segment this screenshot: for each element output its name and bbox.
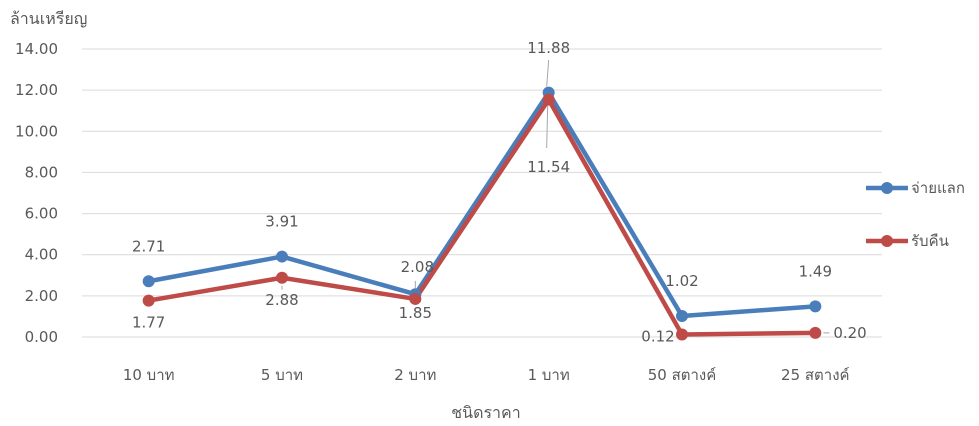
legend-label: จ่ายแลก bbox=[911, 179, 965, 197]
data-label: 2.71 bbox=[132, 237, 165, 255]
y-tick-label: 4.00 bbox=[25, 246, 58, 264]
x-tick-label: 10 บาท bbox=[123, 366, 175, 384]
y-tick-label: 8.00 bbox=[25, 163, 58, 181]
data-point bbox=[676, 310, 688, 323]
data-label: 2.08 bbox=[401, 258, 434, 276]
data-point bbox=[142, 275, 155, 288]
data-point bbox=[142, 294, 155, 307]
x-axis-tick-labels: 10 บาท 5 บาท 2 บาท 1 บาท 50 สตางค์ 25 สตางค์ bbox=[123, 366, 850, 384]
x-axis-title: ชนิดราคา bbox=[451, 403, 520, 422]
legend-swatch-marker bbox=[881, 182, 893, 194]
data-label: 1.02 bbox=[665, 272, 698, 290]
y-tick-label: 10.00 bbox=[15, 122, 58, 140]
legend-label: รับคืน bbox=[911, 232, 949, 250]
data-label: 11.88 bbox=[527, 39, 570, 57]
data-label: 1.77 bbox=[132, 314, 165, 332]
label-leader-lines bbox=[281, 59, 830, 334]
x-tick-label: 1 บาท bbox=[528, 366, 570, 384]
data-point bbox=[276, 271, 288, 284]
leader-line bbox=[546, 105, 549, 149]
data-point bbox=[409, 292, 422, 305]
data-label: 3.91 bbox=[265, 213, 298, 231]
x-tick-label: 2 บาท bbox=[394, 366, 436, 384]
data-label: 1.49 bbox=[799, 262, 832, 280]
data-point bbox=[809, 326, 822, 339]
x-tick-label: 5 บาท bbox=[261, 366, 303, 384]
legend-swatch-marker bbox=[881, 235, 893, 247]
data-label: 2.88 bbox=[265, 291, 298, 309]
leader-line bbox=[546, 59, 550, 87]
y-tick-label: 6.00 bbox=[25, 205, 58, 223]
x-tick-label: 50 สตางค์ bbox=[648, 366, 717, 384]
data-label: 0.20 bbox=[833, 324, 866, 342]
data-point bbox=[676, 328, 688, 341]
data-point bbox=[276, 250, 288, 263]
data-labels: 2.71 3.91 2.08 11.88 1.02 1.49 1.77 2.88 1.85 11.… bbox=[132, 39, 867, 346]
y-tick-label: 12.00 bbox=[15, 81, 58, 99]
y-tick-label: 0.00 bbox=[25, 328, 58, 346]
x-tick-label: 25 สตางค์ bbox=[781, 366, 850, 384]
data-point bbox=[542, 93, 555, 106]
y-tick-label: 2.00 bbox=[25, 287, 58, 305]
series-line bbox=[146, 97, 818, 337]
data-point bbox=[809, 300, 822, 313]
gridlines bbox=[82, 48, 882, 338]
data-label: 1.85 bbox=[399, 304, 432, 322]
series-points bbox=[142, 86, 822, 341]
y-axis-title: ล้านเหรียญ bbox=[10, 9, 87, 28]
series-line bbox=[146, 90, 818, 319]
y-axis-tick-labels: 0.00 2.00 4.00 6.00 8.00 10.00 12.00 14.00 bbox=[15, 40, 58, 346]
data-label: 11.54 bbox=[527, 158, 570, 176]
y-tick-label: 14.00 bbox=[15, 40, 58, 58]
data-label: 0.12 bbox=[641, 328, 674, 346]
series-lines bbox=[146, 90, 818, 337]
